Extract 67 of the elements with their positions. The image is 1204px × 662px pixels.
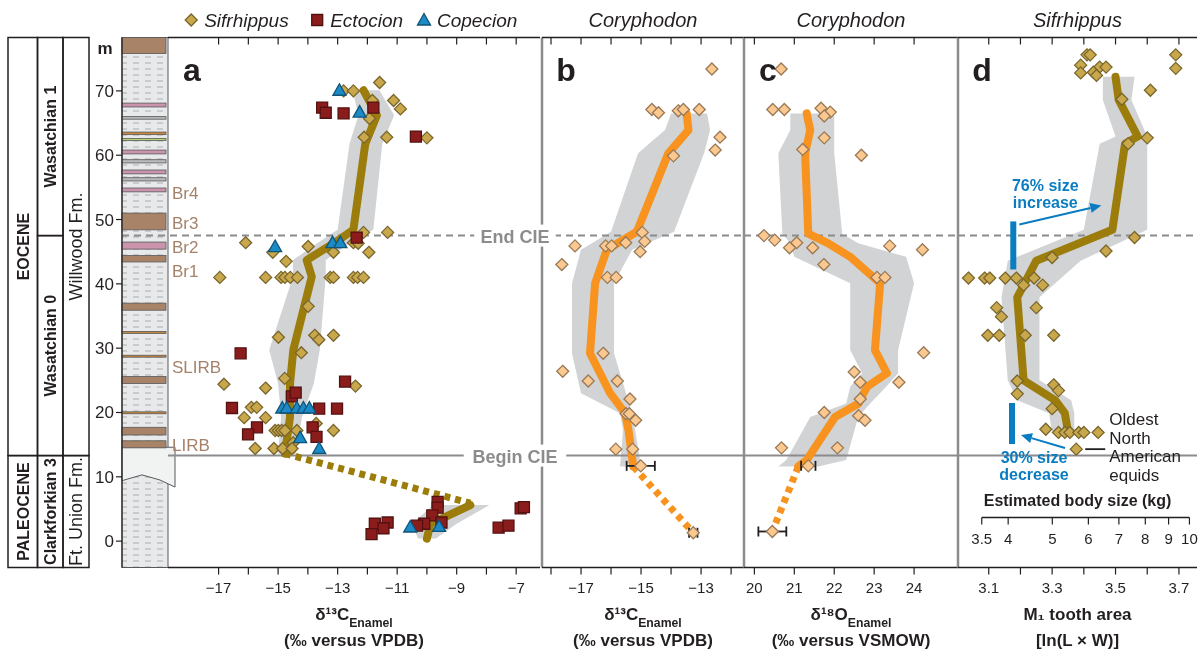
annotation: SLIRB — [172, 357, 222, 377]
annotation: LIRB — [172, 436, 210, 455]
x2-tick-label: 7 — [1114, 529, 1124, 547]
annotation: c — [759, 52, 777, 88]
x-axis-title: δ¹³C$_{Enamel}$ (‰ versus VPDB) — [573, 604, 713, 650]
x-tick-label: −15 — [628, 578, 654, 596]
x-tick-label: 23 — [865, 578, 883, 596]
x-tick-label: 22 — [825, 578, 843, 596]
x-tick-label: −7 — [507, 578, 525, 596]
annotation: d — [972, 52, 992, 88]
y-tick-label: 70 — [95, 81, 114, 101]
x2-tick-label: 9 — [1164, 529, 1173, 547]
x2-tick-label: 10 — [1181, 529, 1198, 547]
legend-label: Ectocion — [330, 10, 404, 31]
text: PALEOCENE — [14, 462, 32, 561]
y-tick-label: 0 — [104, 532, 114, 552]
y-tick-label: 20 — [95, 403, 114, 423]
y-axis-title: m — [97, 38, 113, 58]
x-tick-label: 3.5 — [1105, 578, 1126, 596]
y-tick-label: 30 — [95, 339, 114, 359]
x-tick-label: −9 — [448, 578, 466, 596]
x-axis-title: δ¹³C$_{Enamel}$ (‰ versus VPDB) — [284, 604, 424, 650]
x-tick-label: −13 — [324, 578, 351, 596]
x-tick-label: 3.1 — [978, 578, 1000, 596]
y-tick-label: 40 — [95, 274, 114, 294]
x-tick-label: −15 — [265, 578, 291, 596]
x-tick-label: 20 — [746, 578, 763, 596]
text: Clarkforkian 3 — [42, 458, 60, 565]
text: Wasatchian 1 — [42, 85, 60, 188]
y-tick-label: 60 — [95, 146, 114, 166]
x-tick-label: 24 — [905, 578, 923, 596]
annotation: Oldest North American equids — [1109, 410, 1182, 485]
chart-title: Coryphodon — [796, 9, 906, 31]
x-tick-label: 21 — [785, 578, 803, 596]
annotation: b — [556, 52, 576, 88]
x-tick-label: 3.7 — [1168, 578, 1190, 596]
x-tick-label: 3.3 — [1041, 578, 1063, 596]
x-tick-label: −17 — [568, 578, 594, 596]
chart-title: Sifrhippus — [1033, 9, 1122, 31]
y-tick-label: 10 — [95, 467, 114, 487]
annotation: 30% size decrease — [999, 449, 1069, 483]
x2-axis-title: Estimated body size (kg) — [983, 491, 1172, 509]
legend-label: Sifrhippus — [204, 10, 290, 31]
x2-tick-label: 6 — [1084, 529, 1093, 547]
chart-title: Coryphodon — [588, 9, 698, 31]
annotation: Br4 — [172, 183, 199, 203]
x2-tick-label: 5 — [1048, 529, 1057, 547]
x2-tick-label: 3.5 — [971, 529, 993, 547]
y-tick-label: 50 — [95, 210, 114, 230]
annotation: 76% size increase — [1011, 177, 1079, 212]
ref-line-label: End CIE — [480, 226, 550, 247]
annotation: a — [183, 52, 202, 88]
x2-tick-label: 8 — [1141, 529, 1150, 547]
x-tick-label: −11 — [384, 578, 410, 596]
x-axis-title: M₁ tooth area [ln(L × W)] — [1023, 604, 1133, 650]
annotation: Br1 — [172, 262, 199, 281]
text: EOCENE — [14, 212, 32, 281]
x-axis-title: δ¹⁸O$_{Enamel}$ (‰ versus VSMOW) — [771, 604, 931, 650]
legend-label: Copecion — [437, 10, 518, 31]
text: Wasatchian 0 — [42, 294, 60, 397]
text: Willwood Fm. — [66, 192, 86, 301]
x-tick-label: −17 — [205, 578, 232, 596]
annotation: Br2 — [172, 237, 199, 257]
ref-line-label: Begin CIE — [472, 446, 558, 467]
annotation: Br3 — [172, 214, 199, 233]
x-tick-label: −13 — [688, 578, 714, 596]
x2-tick-label: 4 — [1004, 529, 1013, 547]
